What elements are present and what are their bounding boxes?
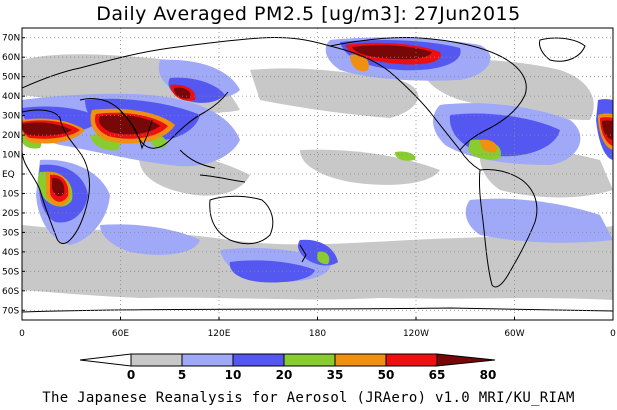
colorbar-label: 5 bbox=[178, 368, 186, 382]
latitude-label: 40N bbox=[2, 92, 20, 102]
map-title: Daily Averaged PM2.5 [ug/m3]: 27Jun2015 bbox=[96, 3, 521, 25]
credit-line: The Japanese Reanalysis for Aerosol (JRA… bbox=[42, 390, 575, 406]
colorbar: 0 5 10 20 35 50 65 80 bbox=[79, 353, 497, 382]
colorbar-arrow-low bbox=[79, 353, 132, 367]
colorbar-arrow-high bbox=[436, 353, 496, 367]
latitude-label: 10S bbox=[2, 189, 19, 199]
latitude-label: 20S bbox=[2, 209, 19, 219]
colorbar-label: 10 bbox=[225, 368, 242, 382]
colorbar-swatch bbox=[283, 353, 336, 367]
colorbar-label: 80 bbox=[480, 368, 497, 382]
latitude-label: 10N bbox=[2, 151, 20, 161]
longitude-labels: 0 60E 120E 180 120W 60W 0 bbox=[19, 317, 616, 339]
colorbar-swatch bbox=[232, 353, 285, 367]
longitude-label: 120W bbox=[403, 329, 429, 339]
longitude-label: 0 bbox=[610, 329, 616, 339]
colorbar-label: 35 bbox=[327, 368, 344, 382]
concentration-field bbox=[22, 37, 613, 300]
longitude-label: 120E bbox=[208, 329, 231, 339]
latitude-label: 40S bbox=[2, 248, 19, 258]
latitude-label: 70S bbox=[2, 306, 19, 316]
longitude-label: 180 bbox=[309, 329, 326, 339]
latitude-label: 20N bbox=[2, 131, 20, 141]
colorbar-swatch bbox=[130, 353, 183, 367]
colorbar-label: 50 bbox=[378, 368, 395, 382]
longitude-label: 0 bbox=[19, 329, 25, 339]
colorbar-swatch bbox=[385, 353, 438, 367]
latitude-labels: 70N 60N 50N 40N 30N 20N 10N EQ 10S 20S 30S 40S 50S 60… bbox=[2, 34, 25, 316]
colorbar-swatch bbox=[181, 353, 234, 367]
latitude-label: 30N bbox=[2, 112, 20, 122]
longitude-label: 60W bbox=[504, 329, 524, 339]
colorbar-swatch bbox=[334, 353, 387, 367]
gridlines bbox=[22, 28, 613, 320]
latitude-label: 70N bbox=[2, 34, 20, 44]
colorbar-label: 20 bbox=[276, 368, 293, 382]
latitude-label: 50S bbox=[2, 267, 19, 277]
latitude-label: EQ bbox=[2, 170, 15, 180]
latitude-label: 60N bbox=[2, 53, 20, 63]
colorbar-label: 65 bbox=[429, 368, 446, 382]
latitude-label: 60S bbox=[2, 287, 19, 297]
latitude-label: 30S bbox=[2, 228, 19, 238]
pm25-level-80-plus bbox=[22, 45, 613, 197]
latitude-label: 50N bbox=[2, 73, 20, 83]
colorbar-label: 0 bbox=[127, 368, 135, 382]
longitude-label: 60E bbox=[112, 329, 129, 339]
